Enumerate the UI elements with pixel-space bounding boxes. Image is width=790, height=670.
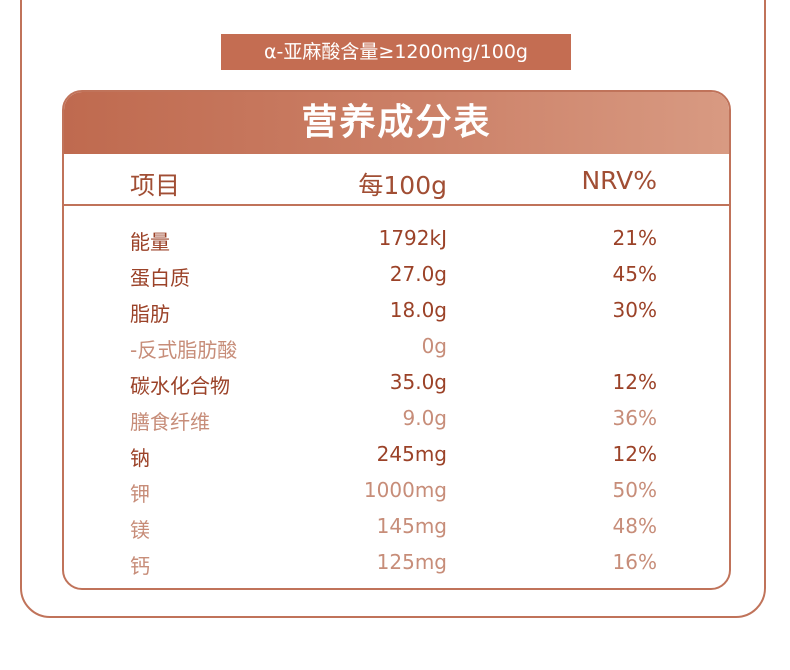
row-nrv: 45% bbox=[612, 262, 657, 286]
row-amount: 1792kJ bbox=[378, 226, 447, 250]
row-name: 镁 bbox=[130, 518, 150, 542]
nutrition-table: 营养成分表 项目 每100g NRV% 能量 1792kJ 21% 蛋白质 27… bbox=[62, 90, 731, 590]
row-amount: 245mg bbox=[376, 442, 447, 466]
row-name: 钾 bbox=[130, 482, 150, 506]
table-row: 膳食纤维 9.0g 36% bbox=[64, 402, 729, 438]
table-row: 钾 1000mg 50% bbox=[64, 474, 729, 510]
row-nrv: 12% bbox=[612, 370, 657, 394]
row-name: 膳食纤维 bbox=[130, 410, 210, 434]
outer-frame bbox=[20, 0, 766, 618]
table-row: 钠 245mg 12% bbox=[64, 438, 729, 474]
table-row: 镁 145mg 48% bbox=[64, 510, 729, 546]
header-nrv: NRV% bbox=[581, 166, 657, 195]
table-row: -反式脂肪酸 0g bbox=[64, 330, 729, 366]
row-name: 脂肪 bbox=[130, 302, 170, 326]
row-amount: 18.0g bbox=[389, 298, 447, 322]
row-nrv: 21% bbox=[612, 226, 657, 250]
row-amount: 9.0g bbox=[402, 406, 447, 430]
row-amount: 125mg bbox=[376, 550, 447, 574]
row-name: 能量 bbox=[130, 230, 170, 254]
table-row: 碳水化合物 35.0g 12% bbox=[64, 366, 729, 402]
header-per-100g: 每100g bbox=[358, 171, 447, 200]
table-row: 能量 1792kJ 21% bbox=[64, 222, 729, 258]
row-name: 钠 bbox=[130, 446, 150, 470]
table-header-row: 项目 每100g NRV% bbox=[64, 154, 729, 206]
row-amount: 27.0g bbox=[389, 262, 447, 286]
table-row: 脂肪 18.0g 30% bbox=[64, 294, 729, 330]
table-title: 营养成分表 bbox=[64, 92, 729, 154]
row-amount: 145mg bbox=[376, 514, 447, 538]
row-nrv: 16% bbox=[612, 550, 657, 574]
row-name: 钙 bbox=[130, 554, 150, 578]
row-name: 碳水化合物 bbox=[130, 374, 230, 398]
row-name: 蛋白质 bbox=[130, 266, 190, 290]
row-nrv: 30% bbox=[612, 298, 657, 322]
row-nrv: 36% bbox=[612, 406, 657, 430]
table-row: 钙 125mg 16% bbox=[64, 546, 729, 582]
table-row: 蛋白质 27.0g 45% bbox=[64, 258, 729, 294]
row-nrv: 48% bbox=[612, 514, 657, 538]
table-body: 能量 1792kJ 21% 蛋白质 27.0g 45% 脂肪 18.0g 30%… bbox=[64, 206, 729, 582]
header-item: 项目 bbox=[130, 171, 181, 200]
row-nrv: 50% bbox=[612, 478, 657, 502]
row-amount: 1000mg bbox=[363, 478, 447, 502]
row-name: -反式脂肪酸 bbox=[130, 338, 238, 362]
row-amount: 35.0g bbox=[389, 370, 447, 394]
row-nrv: 12% bbox=[612, 442, 657, 466]
row-amount: 0g bbox=[421, 334, 447, 358]
alpha-linolenic-badge: α-亚麻酸含量≥1200mg/100g bbox=[221, 34, 571, 70]
